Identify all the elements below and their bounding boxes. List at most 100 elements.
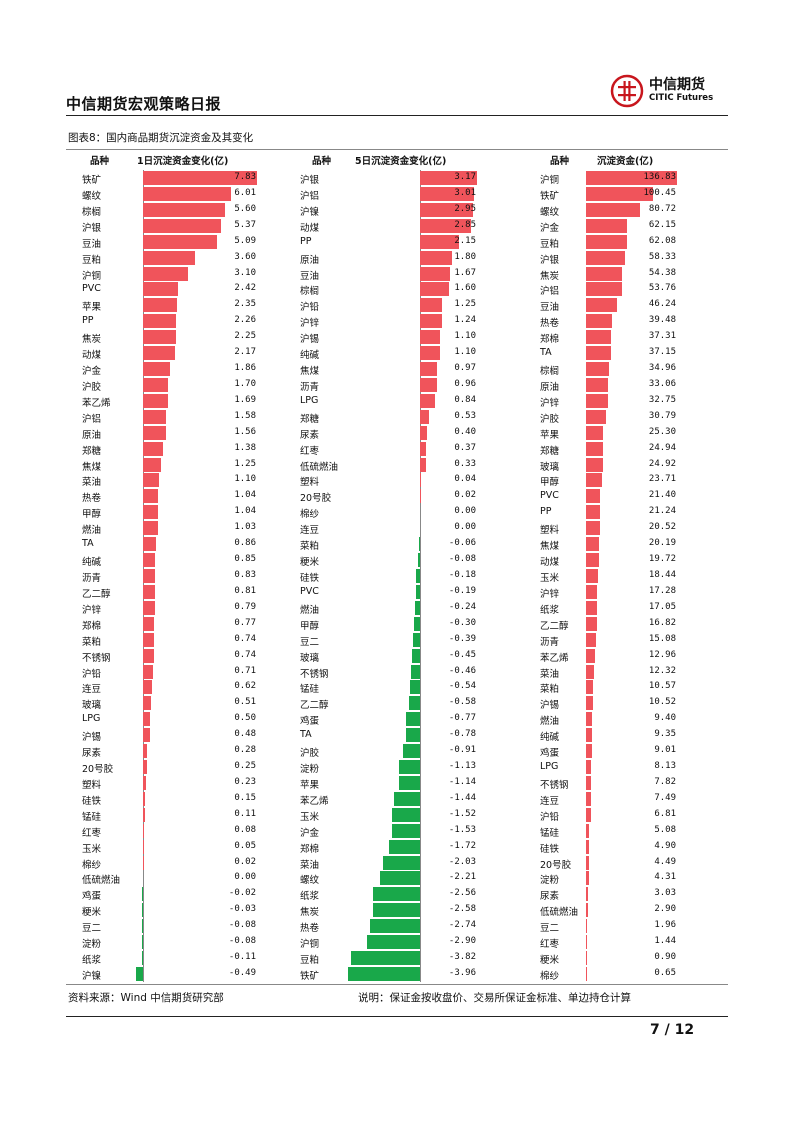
value-label: 10.52	[648, 697, 676, 708]
bar	[419, 202, 473, 217]
category-label: 鸡蛋	[300, 716, 320, 728]
bar	[419, 425, 427, 440]
bar	[391, 823, 420, 838]
table-row: 沪金 -1.53	[300, 823, 485, 839]
value-label: 7.49	[654, 792, 676, 803]
bar	[586, 664, 595, 679]
category-label: 甲醇	[540, 477, 560, 489]
category-label: 动煤	[82, 350, 102, 362]
value-label: -1.14	[448, 776, 476, 787]
category-label: 郑糖	[300, 413, 320, 425]
value-label: -0.39	[448, 633, 476, 644]
value-label: 39.48	[648, 315, 676, 326]
category-label: 沪银	[300, 175, 320, 186]
value-label: 136.83	[643, 172, 676, 182]
table-row: 菜油 12.32	[540, 664, 683, 680]
value-label: 2.90	[654, 904, 676, 915]
table-row: 沪锡 10.52	[540, 695, 683, 711]
category-label: 连豆	[82, 684, 102, 696]
table-row: 铁矿 -3.96	[300, 966, 485, 982]
value-label: 15.08	[648, 633, 676, 644]
category-label: TA	[300, 729, 312, 741]
table-row: 螺纹 -2.21	[300, 870, 485, 886]
bar	[373, 887, 420, 902]
bar	[143, 234, 218, 249]
bar	[141, 935, 144, 950]
category-label: 沥青	[540, 636, 560, 648]
category-label: 热卷	[300, 923, 320, 935]
category-label: 20号胶	[82, 764, 114, 776]
category-label: PVC	[300, 585, 319, 597]
table-row: 棕榈 34.96	[540, 361, 683, 377]
category-label: 豆二	[82, 923, 102, 935]
table-row: 沪锌 32.75	[540, 393, 683, 409]
value-label: 17.05	[648, 601, 676, 612]
table-row: 连豆 0.62	[82, 679, 265, 695]
bar	[586, 218, 628, 233]
value-label: 23.71	[648, 474, 676, 485]
value-label: 3.03	[654, 888, 676, 899]
category-label: 淀粉	[82, 939, 102, 951]
table-row: 锰硅 -0.54	[300, 679, 485, 695]
bar	[586, 473, 602, 488]
category-label: 燃油	[540, 716, 560, 728]
bar	[419, 393, 435, 408]
category-label: 沪银	[82, 222, 102, 234]
table-row: 玉米 18.44	[540, 568, 683, 584]
category-label: 棕榈	[540, 366, 560, 378]
value-label: 2.42	[234, 283, 256, 294]
value-label: 7.83	[234, 172, 256, 182]
category-label: 玻璃	[82, 700, 102, 712]
table-row: 沪铅 6.81	[540, 807, 683, 823]
value-label: 0.50	[234, 713, 256, 724]
table-row: 棕榈 1.60	[300, 281, 485, 297]
category-label: 甲醇	[300, 620, 320, 632]
bar	[586, 791, 591, 806]
table-row: 燃油 1.03	[82, 520, 265, 536]
category-label: 不锈钢	[82, 652, 111, 664]
citic-logo: 中信期货 CITIC Futures	[609, 74, 729, 108]
table-row: 棉纱 0.65	[540, 966, 683, 982]
category-label: 豆粕	[540, 238, 560, 250]
value-label: -0.58	[448, 697, 476, 708]
table-row: 豆二 1.96	[540, 918, 683, 934]
category-label: 铁矿	[540, 190, 560, 202]
bar	[419, 362, 438, 377]
category-label: 豆粕	[82, 254, 102, 266]
table-row: 热卷 -2.74	[300, 918, 485, 934]
value-label: 1.10	[454, 331, 476, 342]
table-row: 硅铁 0.15	[82, 791, 265, 807]
table-row: LPG 0.50	[82, 711, 265, 727]
value-label: 1.69	[234, 394, 256, 405]
bar	[143, 744, 148, 759]
bar	[143, 171, 257, 185]
value-label: 2.17	[234, 347, 256, 358]
bar	[143, 282, 179, 297]
bar	[143, 616, 155, 631]
category-label: 纯碱	[300, 350, 320, 362]
bar	[143, 266, 189, 281]
bar	[586, 377, 608, 392]
bar	[143, 202, 225, 217]
figure-caption: 图表8：国内商品期货沉淀资金及其变化	[68, 132, 254, 144]
value-label: 2.25	[234, 331, 256, 342]
category-label: 粳米	[300, 557, 320, 569]
panel-1d-title: 1日沉淀资金变化(亿)	[137, 156, 229, 167]
table-row: 豆粕 -3.82	[300, 950, 485, 966]
category-label: 焦炭	[300, 907, 320, 919]
value-label: 2.95	[454, 203, 476, 214]
table-row: 锰硅 5.08	[540, 823, 683, 839]
bar	[141, 919, 144, 934]
value-label: 3.01	[454, 187, 476, 198]
value-label: -1.72	[448, 840, 476, 851]
category-label: 铁矿	[82, 175, 102, 186]
bar	[586, 807, 591, 822]
bar	[586, 584, 598, 599]
category-label: LPG	[540, 761, 559, 773]
table-row: 豆二 -0.08	[82, 918, 265, 934]
table-row: PP 21.24	[540, 504, 683, 520]
bar	[143, 362, 171, 377]
value-label: 9.35	[654, 729, 676, 740]
value-label: 9.01	[654, 745, 676, 756]
bar	[586, 202, 640, 217]
